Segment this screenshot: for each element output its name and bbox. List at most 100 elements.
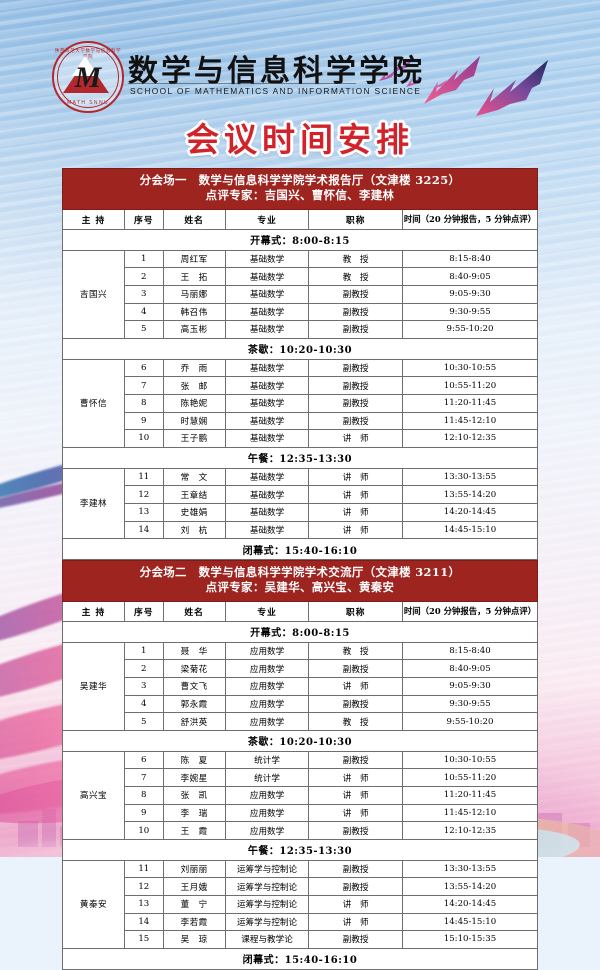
table-row[interactable]: 9 时慧娴 基础数学 副教授 11:45-12:10 [63,411,539,431]
major-cell: 运筹学与控制论 [224,895,310,914]
session-row: 开幕式：8:00-8:15 [62,620,538,643]
table-row[interactable]: 黄秦安 11 刘丽丽 运筹学与控制论 副教授 13:30-13:55 [61,859,539,949]
name-cell: 王 霞 [162,821,226,840]
name-cell: 王章结 [162,485,226,504]
table-row[interactable]: 8 陈艳妮 基础数学 副教授 11:20-11:45 [63,393,539,413]
no-cell: 1 [124,641,164,661]
major-cell: 应用数学 [224,803,310,823]
schedule-container: 分会场一 数学与信息科学学院学术报告厅（文津楼 3225） 点评专家：吉国兴、曹怀… [61,168,539,970]
column-header-3: 姓名 [162,208,226,230]
name-cell: 时慧娴 [162,411,226,431]
name-cell: 董 宁 [162,895,226,914]
college-name-en: SCHOOL OF MATHEMATICS AND INFORMATION SC… [130,86,422,96]
name-cell: 高玉彬 [162,320,226,339]
major-cell: 应用数学 [224,659,310,679]
host-cell: 黄秦安 [61,859,126,949]
no-cell: 6 [124,750,164,770]
title-cell: 讲 师 [308,467,403,487]
no-cell: 12 [124,877,164,896]
table-row[interactable]: 4 韩召伟 基础数学 副教授 9:30-9:55 [63,302,539,322]
table-row[interactable]: 15 吴 琼课程与教学论 副教授 15:10-15:35 [63,930,539,949]
column-header-6: 时间（20 分钟报告，5 分钟点评） [401,208,539,230]
major-cell: 基础数学 [224,429,310,448]
major-cell: 应用数学 [224,694,310,714]
session-label: 开幕式：8:00-8:15 [62,228,538,251]
header-divider [128,83,356,84]
venue-table: 分会场一 数学与信息科学学院学术报告厅（文津楼 3225） 点评专家：吉国兴、曹怀… [61,168,539,561]
time-cell: 14:45-15:10 [401,912,539,932]
table-row[interactable]: 吴建华 1 聂 华应用数学教 授 8:15-8:40 [61,641,539,731]
column-header-1: 主 持 [61,208,126,230]
venue-name-and-place: 分会场二 数学与信息科学学院学术交流厅（文津楼 3211） [139,565,461,580]
venue-header-row: 分会场二 数学与信息科学学院学术交流厅（文津楼 3211） 点评专家：吴建华、高兴… [62,560,538,602]
table-row[interactable]: 5 高玉彬 基础数学 副教授 9:55-10:20 [63,320,539,339]
table-row[interactable]: 13 董 宁运筹学与控制论讲 师 14:20-14:45 [63,895,539,914]
session-row: 茶歇：10:20-10:30 [62,729,538,752]
table-row[interactable]: 14 李若霞 运筹学与控制论讲 师 14:45-15:10 [63,912,539,932]
major-cell: 基础数学 [224,284,310,304]
time-cell: 11:20-11:45 [401,393,539,413]
column-header-3: 姓名 [162,600,226,622]
session-label: 午餐：12:35-13:30 [62,838,538,861]
session-row: 闭幕式：15:40-16:10 [62,947,538,970]
no-cell: 10 [124,821,164,840]
major-cell: 基础数学 [224,502,310,522]
session-label: 茶歇：10:20-10:30 [62,729,538,752]
table-row[interactable]: 4 郭永霞 应用数学 副教授 9:30-9:55 [63,694,539,714]
no-cell: 8 [124,393,164,413]
page-title: 会议时间安排 [186,120,414,159]
major-cell: 应用数学 [224,821,310,840]
name-cell: 李婉星 [162,768,226,788]
title-cell: 副教授 [308,376,403,395]
title-cell: 讲 师 [308,895,403,914]
bird-icon [393,59,412,72]
no-cell: 2 [124,659,164,679]
title-cell: 教 授 [308,267,403,286]
table-row[interactable]: 3 马丽娜 基础数学 副教授 9:05-9:30 [63,284,539,304]
name-cell: 李 瑞 [162,803,226,823]
time-cell: 10:30-10:55 [401,750,539,770]
bird-icon [406,77,421,87]
title-cell: 副教授 [308,393,403,413]
table-row[interactable]: 2 梁菊花 应用数学 副教授 8:40-9:05 [63,659,539,679]
title-cell: 副教授 [308,750,403,770]
title-cell: 讲 师 [308,912,403,932]
table-row[interactable]: 3 曹文飞 应用数学讲 师 9:05-9:30 [63,677,539,696]
column-header-4: 专业 [224,600,310,622]
table-row[interactable]: 12 王章结 基础数学讲 师 13:55-14:20 [63,485,539,504]
table-row[interactable]: 曹怀信 6 乔 雨基础数学 副教授 10:30-10:55 [61,358,539,448]
name-cell: 李若霞 [162,912,226,932]
column-header-1: 主 持 [61,600,126,622]
no-cell: 7 [124,768,164,788]
table-row[interactable]: 5 舒洪英 应用数学教 授 9:55-10:20 [63,712,539,731]
no-cell: 1 [124,249,164,269]
table-row[interactable]: 10 王 霞应用数学 副教授 12:10-12:35 [63,821,539,840]
table-row[interactable]: 12 王月娥 运筹学与控制论 副教授 13:55-14:20 [63,877,539,896]
venue-name-and-place: 分会场一 数学与信息科学学院学术报告厅（文津楼 3225） [139,173,461,187]
no-cell: 9 [124,803,164,823]
table-row[interactable]: 高兴宝 6 陈 夏统计学 副教授 10:30-10:55 [61,750,539,840]
title-cell: 副教授 [308,659,403,679]
column-header-5: 职称 [308,600,403,622]
table-row[interactable]: 吉国兴 1 周红军 基础数学教 授 8:15-8:40 [61,249,539,339]
title-cell: 讲 师 [308,485,403,504]
major-cell: 应用数学 [224,786,310,805]
table-row[interactable]: 李建林 11 常 文基础数学讲 师 13:30-13:55 [61,467,539,540]
name-cell: 舒洪英 [162,712,226,731]
table-row[interactable]: 13 史雄娟 基础数学讲 师 14:20-14:45 [63,502,539,522]
title-cell: 教 授 [308,641,403,661]
table-row[interactable]: 14 刘 杭基础数学讲 师 14:45-15:10 [63,520,539,540]
column-header-row: 主 持序号 姓名 专业 职称 时间（20 分钟报告，5 分钟点评） [61,600,539,622]
major-cell: 应用数学 [224,641,310,661]
no-cell: 13 [124,895,164,914]
column-header-4: 专业 [224,208,310,230]
time-cell: 13:55-14:20 [401,877,539,896]
table-row[interactable]: 10 王子鹏 基础数学讲 师 12:10-12:35 [63,429,539,448]
bird-icon [476,60,548,116]
table-row[interactable]: 7 李婉星 统计学讲 师 10:55-11:20 [63,768,539,788]
title-cell: 讲 师 [308,768,403,788]
